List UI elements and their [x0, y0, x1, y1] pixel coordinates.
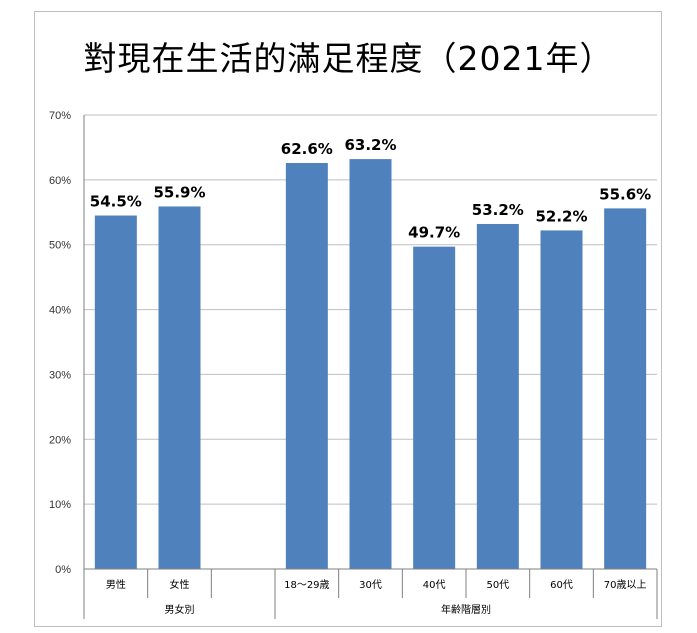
- category-label: 50代: [486, 579, 509, 591]
- chart-title: 對現在生活的滿足程度（2021年）: [83, 39, 614, 78]
- category-label: 女性: [170, 578, 190, 591]
- bar: [158, 206, 201, 569]
- data-label: 54.5%: [90, 193, 142, 211]
- data-label: 55.9%: [153, 183, 205, 201]
- category-label: 30代: [359, 579, 382, 591]
- category-label: 18～29歳: [284, 579, 329, 591]
- group-label: 男女別: [165, 603, 195, 616]
- category-label: 70歳以上: [604, 579, 647, 591]
- y-tick-label: 10%: [49, 499, 71, 511]
- y-tick-label: 70%: [49, 110, 71, 122]
- category-label: 男性: [106, 578, 126, 591]
- data-label: 63.2%: [344, 136, 396, 154]
- data-label: 53.2%: [472, 201, 524, 219]
- data-label: 62.6%: [281, 140, 333, 158]
- category-label: 40代: [423, 579, 446, 591]
- category-label: 60代: [550, 579, 573, 591]
- bar: [476, 223, 519, 569]
- bar: [413, 246, 456, 569]
- bar: [604, 208, 647, 569]
- y-tick-label: 50%: [49, 240, 71, 252]
- bar: [540, 230, 583, 569]
- group-label: 年齢階層別: [441, 603, 491, 616]
- data-label: 55.6%: [599, 185, 651, 203]
- bar: [94, 215, 137, 569]
- data-label: 49.7%: [408, 224, 460, 242]
- data-label: 52.2%: [535, 207, 587, 225]
- y-tick-label: 60%: [49, 175, 71, 187]
- bar: [349, 159, 392, 570]
- bar: [285, 162, 328, 569]
- y-tick-label: 20%: [49, 434, 71, 446]
- y-tick-label: 30%: [49, 369, 71, 381]
- y-tick-label: 0%: [55, 564, 71, 576]
- y-tick-label: 40%: [49, 305, 71, 317]
